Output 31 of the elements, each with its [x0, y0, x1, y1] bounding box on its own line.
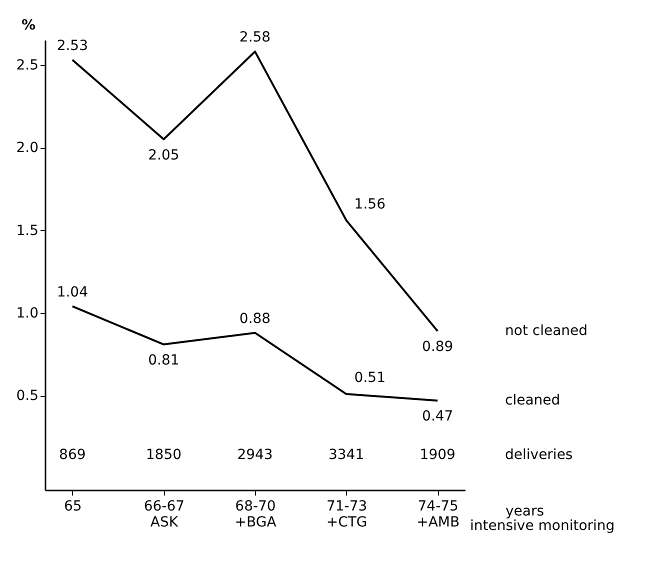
x-tick-label: 68-70 +BGA	[234, 498, 277, 530]
annotation: 3341	[328, 447, 364, 463]
y-tick-label: 1.5	[16, 222, 38, 239]
annotation: 1850	[146, 447, 182, 463]
data-label: 2.53	[56, 38, 88, 54]
y-tick-label: 1.0	[16, 305, 38, 322]
annotation: 869	[59, 447, 86, 463]
y-axis-title: %	[21, 18, 36, 34]
data-label: 0.88	[239, 310, 271, 327]
text: not cleaned	[505, 323, 588, 340]
annotation: 2943	[237, 447, 273, 463]
data-label: 0.51	[354, 370, 386, 386]
text: cleaned	[505, 392, 560, 409]
y-tick-label: 2.0	[16, 140, 38, 156]
data-label: 0.47	[422, 408, 454, 425]
x-tick-label: 66-67 ASK	[144, 498, 185, 530]
annotation: 1909	[420, 447, 456, 463]
data-label: 1.56	[354, 196, 386, 212]
data-label: 0.89	[422, 339, 454, 356]
data-label: 2.58	[239, 30, 271, 46]
y-tick-label: 2.5	[16, 57, 38, 74]
text: deliveries	[505, 447, 573, 463]
data-label: 0.81	[148, 352, 180, 368]
y-tick-label: 0.5	[16, 388, 38, 404]
x-axis-title: years	[506, 504, 544, 520]
text: intensive monitoring	[470, 518, 615, 534]
x-tick-label: 65	[64, 498, 82, 514]
data-label: 1.04	[56, 284, 88, 300]
x-tick-label: 74-75 +AMB	[416, 498, 460, 530]
x-tick-label: 71-73 +CTG	[326, 498, 368, 530]
data-label: 2.05	[148, 147, 180, 164]
